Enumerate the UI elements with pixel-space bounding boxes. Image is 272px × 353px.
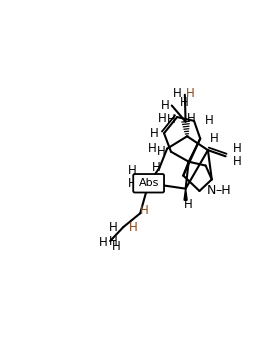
- Text: Abs: Abs: [138, 178, 159, 188]
- Text: H: H: [184, 198, 193, 210]
- Text: H: H: [157, 145, 165, 158]
- Text: H: H: [140, 204, 149, 217]
- Polygon shape: [184, 189, 187, 200]
- Text: H: H: [186, 88, 194, 101]
- Text: H: H: [148, 142, 156, 155]
- Text: H: H: [205, 114, 214, 127]
- Text: H: H: [187, 112, 196, 125]
- Text: H: H: [129, 221, 137, 234]
- Text: –H: –H: [216, 185, 231, 197]
- Text: H: H: [152, 161, 161, 174]
- Text: N: N: [206, 185, 216, 197]
- Text: H: H: [158, 112, 167, 125]
- Text: H: H: [210, 132, 219, 145]
- Text: H: H: [112, 240, 120, 253]
- Text: H: H: [109, 234, 118, 247]
- Text: H: H: [109, 221, 118, 234]
- Text: H: H: [150, 127, 158, 140]
- Text: H: H: [167, 113, 176, 126]
- Text: H: H: [233, 155, 242, 168]
- FancyBboxPatch shape: [133, 174, 164, 192]
- Text: H: H: [99, 236, 108, 249]
- Text: H: H: [173, 88, 181, 101]
- Text: H: H: [233, 142, 242, 155]
- Text: H: H: [128, 164, 136, 178]
- Text: H: H: [161, 99, 169, 112]
- Text: H: H: [128, 177, 136, 190]
- Text: H: H: [180, 96, 189, 109]
